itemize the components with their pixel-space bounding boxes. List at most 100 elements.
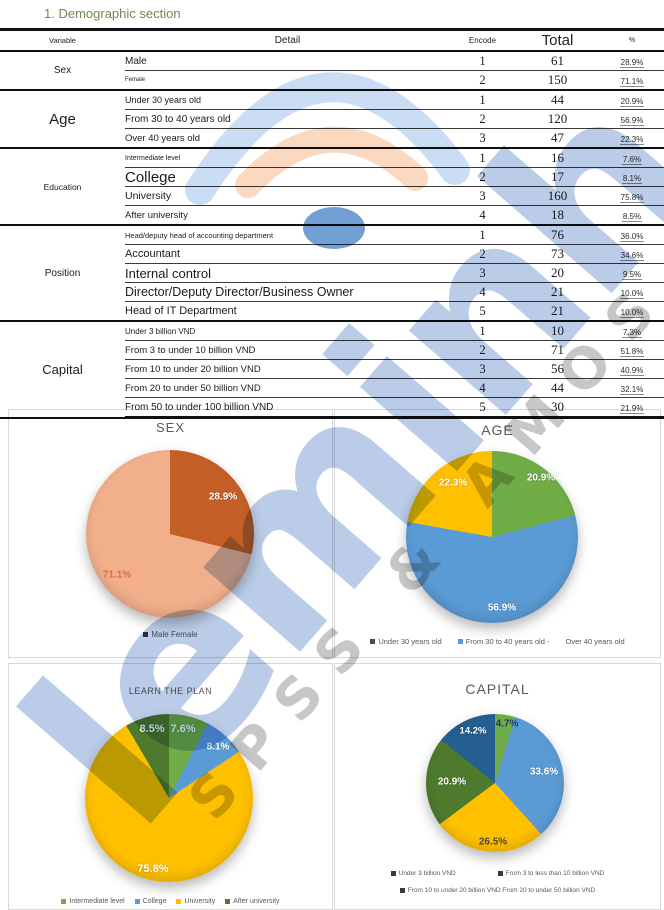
chart-legend: From 10 to under 20 billion VND From 20 … (335, 887, 660, 894)
legend-item: Intermediate level (61, 898, 125, 905)
detail-cell: Over 40 years old (125, 128, 450, 149)
detail-cell: From 20 to under 50 billion VND (125, 378, 450, 398)
legend-marker-icon (497, 871, 503, 876)
detail-cell: From 30 to 40 years old (125, 109, 450, 129)
total-cell: 47 (515, 128, 600, 149)
table-row: Sex Male 1 61 28.9% (0, 51, 664, 91)
encode-cell: 2 (450, 244, 515, 264)
total-cell: 44 (515, 90, 600, 110)
total-cell: 73 (515, 244, 600, 264)
total-cell: 30 (515, 397, 600, 419)
detail-cell: From 10 to under 20 billion VND (125, 359, 450, 379)
legend-item: University (176, 898, 215, 905)
percent-cell: 51.8% (600, 340, 664, 360)
header-percent: % (600, 29, 664, 52)
chart-panel-sex: SEX 28.9% 71.1% Male Female (8, 409, 333, 658)
legend-item: Under 30 years old (370, 637, 442, 646)
table-row: Education Intermediate level 1 16 7.6% (0, 148, 664, 226)
total-cell: 76 (515, 225, 600, 245)
legend-label: From 30 to 40 years old - (465, 637, 550, 646)
percent-cell: 36.0% (600, 225, 664, 245)
legend-marker-icon (457, 639, 463, 644)
percent-cell: 21.9% (600, 397, 664, 419)
encode-cell: 3 (450, 359, 515, 379)
table-row: Director/Deputy Director/Business Owner 4… (0, 282, 664, 302)
legend-marker-icon (370, 639, 376, 644)
percent-cell: 40.9% (600, 359, 664, 379)
chart-panel-age: AGE 20.9% 56.9% 22.3% Under 30 years old Fro… (334, 409, 661, 658)
encode-cell: 5 (450, 301, 515, 322)
chart-legend: Intermediate level College University After… (9, 898, 332, 905)
percent-cell: 8.5% (600, 205, 664, 226)
total-cell: 20 (515, 263, 600, 283)
total-cell: 160 (515, 186, 600, 206)
header-detail: Detail (125, 29, 450, 52)
encode-cell: 1 (450, 90, 515, 110)
chart-legend: Under 30 years old From 30 to 40 years ol… (335, 637, 660, 646)
percent-cell: 7.3% (600, 321, 664, 341)
encode-cell: 4 (450, 205, 515, 226)
legend-label: Under 3 billion VND (398, 870, 456, 877)
pie-data-label: 71.1% (102, 569, 132, 581)
total-cell: 21 (515, 282, 600, 302)
total-cell: 18 (515, 205, 600, 226)
pie-sex (86, 450, 254, 618)
legend-label: Male Female (151, 630, 198, 639)
pie-data-label: 14.2% (459, 725, 487, 737)
legend-marker-icon (176, 899, 182, 904)
pie-data-label: 8.5% (139, 723, 165, 735)
encode-cell: 3 (450, 186, 515, 206)
chart-title-sex: SEX (155, 420, 185, 435)
pie-data-label: 56.9% (487, 602, 517, 614)
percent-cell: 34.6% (600, 244, 664, 264)
percent-cell: 7.6% (600, 148, 664, 168)
percent-cell: 20.9% (600, 90, 664, 110)
table-row: From 20 to under 50 billion VND 4 44 32.1% (0, 378, 664, 398)
chart-title-learn-the-plan: LEARN THE PLAN (128, 686, 213, 696)
encode-cell: 2 (450, 340, 515, 360)
legend-label: Intermediate level (69, 898, 125, 905)
legend-marker-icon (61, 899, 67, 904)
percent-cell: 22.3% (600, 128, 664, 149)
table-row: Internal control 3 20 9.5% (0, 263, 664, 283)
pie-data-label: 26.5% (478, 836, 508, 848)
detail-cell: Internal control (125, 263, 450, 283)
pie-data-label: 20.9% (526, 472, 556, 484)
legend-label: Under 30 years old (378, 637, 442, 646)
pie-data-label: 4.7% (495, 718, 519, 730)
detail-cell: Accountant (125, 244, 450, 264)
encode-cell: 3 (450, 263, 515, 283)
encode-cell: 4 (450, 282, 515, 302)
detail-cell: Female (125, 70, 450, 91)
legend-item: From 3 to less than 10 billion VND (497, 870, 604, 877)
detail-cell: Head/deputy head of accounting departmen… (125, 225, 450, 245)
encode-cell: 5 (450, 397, 515, 419)
chart-title-age: AGE (481, 422, 514, 438)
percent-cell: 9.5% (600, 263, 664, 283)
table-group-sex: Sex Male 1 61 28.9% Female 2 150 71.1% (0, 51, 664, 91)
encode-cell: 1 (450, 148, 515, 168)
pie-data-label: 75.8% (137, 863, 169, 875)
encode-cell: 4 (450, 378, 515, 398)
total-cell: 71 (515, 340, 600, 360)
header-encode: Encode (450, 29, 515, 52)
table-row: Position Head/deputy head of accounting d… (0, 225, 664, 322)
pie-age (406, 451, 578, 623)
legend-label: University (184, 898, 216, 905)
detail-cell: College (125, 167, 450, 187)
percent-cell: 75.8% (600, 186, 664, 206)
table-row: From 10 to under 20 billion VND 3 56 40.9% (0, 359, 664, 379)
variable-cell: Sex (0, 51, 125, 91)
pie-data-label: 22.3% (438, 477, 468, 489)
table-row: Capital Under 3 billion VND 1 10 7.3% (0, 321, 664, 419)
table-row: Age Under 30 years old 1 44 20.9% (0, 90, 664, 149)
detail-cell: Under 3 billion VND (125, 321, 450, 341)
total-cell: 16 (515, 148, 600, 168)
legend-marker-icon (225, 899, 231, 904)
pie-data-label: 33.6% (529, 766, 559, 778)
encode-cell: 1 (450, 321, 515, 341)
chart-title-capital: CAPITAL (465, 681, 530, 697)
table-group-capital: Capital Under 3 billion VND 1 10 7.3% From 3 … (0, 321, 664, 419)
header-variable: Variable (0, 29, 125, 52)
